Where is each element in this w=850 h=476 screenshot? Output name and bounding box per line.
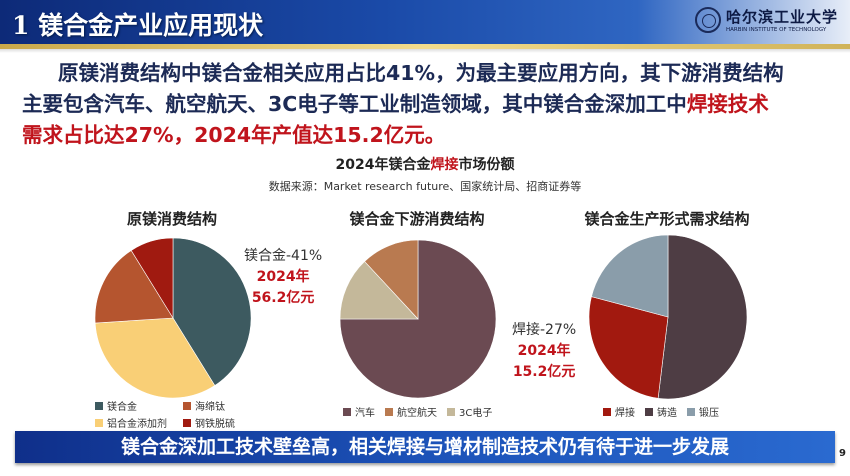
legend-swatch	[95, 401, 103, 410]
legend-item: 汽车	[343, 403, 375, 420]
legend-item: 铸造	[645, 403, 677, 420]
pie-slice-焊接	[588, 296, 669, 399]
conclusion-banner: 镁合金深加工技术壁垒高，相关焊接与增材制造技术仍有待于进一步发展	[15, 431, 835, 463]
legend-swatch	[603, 407, 611, 416]
legend-swatch	[687, 407, 695, 416]
legend-item: 镁合金	[95, 397, 173, 414]
pie2-legend: 汽车 航空航天 3C电子	[343, 403, 543, 420]
legend-swatch	[447, 407, 455, 416]
pie-slice-镁合金	[172, 237, 252, 386]
pie3-title: 镁合金生产形式需求结构	[584, 210, 750, 228]
slide-title: 1 镁合金产业应用现状	[12, 11, 264, 40]
legend-label: 航空航天	[397, 408, 437, 419]
legend-label: 铸造	[657, 408, 677, 419]
legend-item: 锻压	[687, 403, 719, 420]
legend-label: 钢铁脱硫	[195, 419, 235, 430]
pie3-annotation: 焊接-27% 2024年 15.2亿元	[512, 322, 577, 380]
data-source: 数据来源：Market research future、国家统计局、招商证券等	[268, 180, 582, 193]
legend-label: 焊接	[615, 408, 635, 419]
legend-label: 海绵钛	[195, 402, 225, 413]
legend-label: 镁合金	[107, 402, 137, 413]
legend-swatch	[95, 418, 103, 427]
pie-slice-锻压	[591, 234, 669, 318]
legend-item: 3C电子	[447, 403, 492, 420]
pie3-legend: 焊接 铸造 锻压	[603, 403, 803, 420]
university-logo: 哈尔滨工业大学 HARBIN INSTITUTE OF TECHNOLOGY	[694, 6, 838, 33]
figure-title: 2024年镁合金焊接市场份额	[335, 157, 515, 173]
pie1-annotation: 镁合金-41% 2024年 56.2亿元	[244, 248, 323, 306]
legend-label: 锻压	[699, 408, 719, 419]
seal-icon	[694, 6, 721, 33]
legend-swatch	[183, 401, 191, 410]
pie-slice-海绵钛	[94, 250, 174, 324]
legend-swatch	[645, 407, 653, 416]
legend-item: 铝合金添加剂	[95, 414, 173, 431]
pie1-title: 原镁消费结构	[126, 210, 218, 228]
legend-item: 焊接	[603, 403, 635, 420]
pie-slice-铸造	[657, 234, 748, 400]
pie-slice-钢铁脱硫	[130, 237, 174, 320]
legend-swatch	[183, 418, 191, 427]
pie-slice-铝合金添加剂	[94, 317, 216, 399]
header-divider	[0, 44, 850, 49]
page-number: 9	[839, 448, 846, 459]
legend-item: 海绵钛	[183, 397, 261, 414]
pie1-legend: 镁合金 海绵钛铝合金添加剂 钢铁脱硫	[95, 397, 285, 431]
legend-item: 钢铁脱硫	[183, 414, 261, 431]
legend-swatch	[343, 407, 351, 416]
pie2-title: 镁合金下游消费结构	[349, 210, 485, 228]
legend-label: 铝合金添加剂	[107, 419, 167, 430]
legend-label: 汽车	[355, 408, 375, 419]
legend-item: 航空航天	[385, 403, 437, 420]
legend-swatch	[385, 407, 393, 416]
pie-slice-航空航天	[364, 239, 419, 320]
summary-paragraph: 原镁消费结构中镁合金相关应用占比41%，为最主要应用方向，其下游消费结构 主要包…	[22, 61, 784, 147]
pie-slice-3C电子	[339, 260, 419, 320]
legend-label: 3C电子	[459, 408, 493, 419]
